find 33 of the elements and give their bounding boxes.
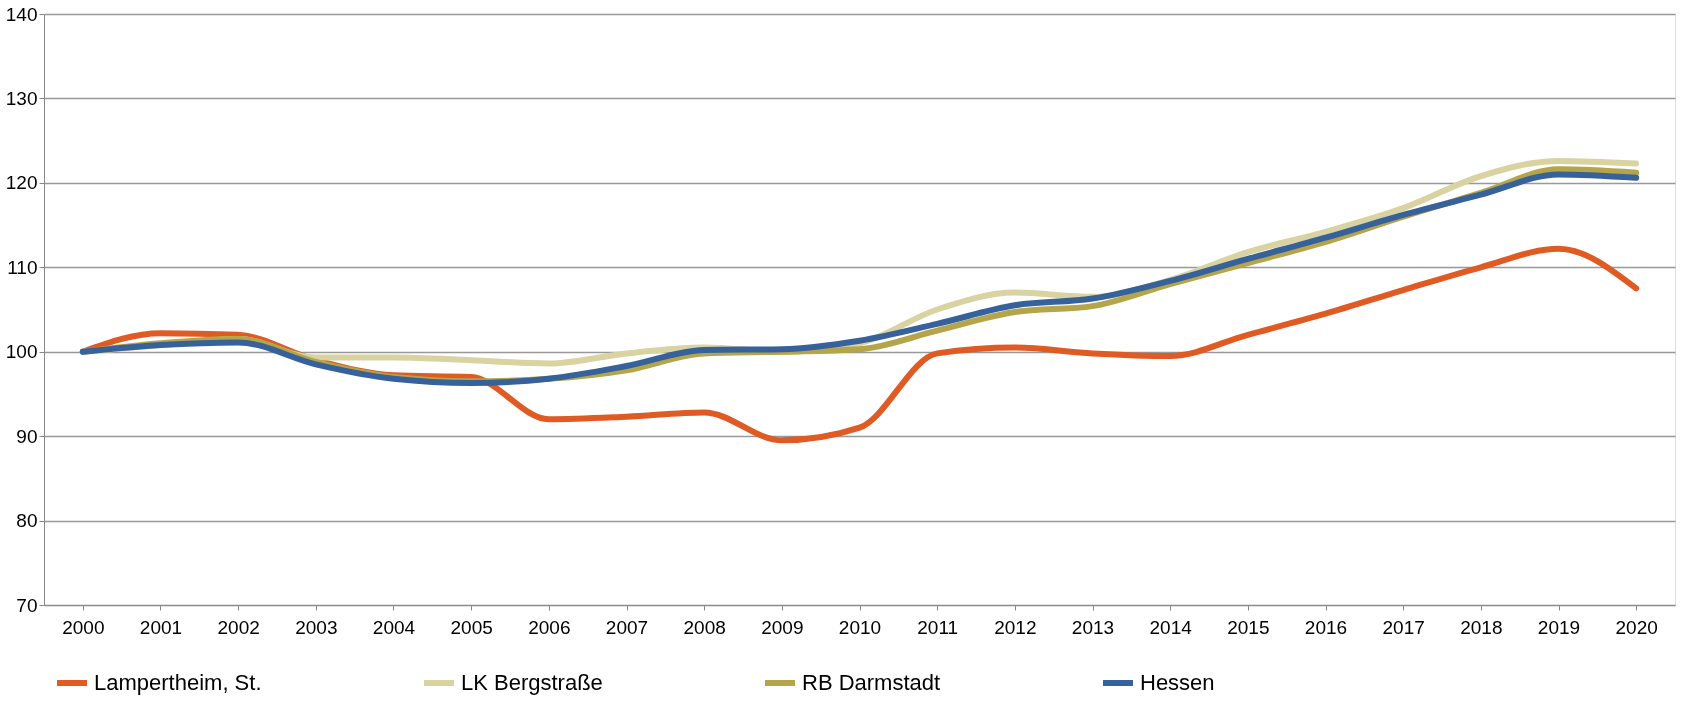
x-tick-label: 2016 <box>1304 616 1348 638</box>
y-tick-label: 100 <box>5 341 38 363</box>
y-tick-label: 110 <box>7 256 38 278</box>
y-tick-label: 140 <box>5 3 38 25</box>
x-tick-label: 2020 <box>1615 616 1658 638</box>
x-tick-label: 2018 <box>1460 616 1503 638</box>
legend-label: Lampertheim, St. <box>94 670 262 695</box>
y-tick-label: 80 <box>16 510 38 532</box>
x-tick-label: 2001 <box>139 616 183 638</box>
x-tick-label: 2003 <box>295 616 338 638</box>
y-tick-label: 120 <box>5 172 38 194</box>
y-tick-label: 70 <box>16 594 38 616</box>
x-tick-label: 2010 <box>838 616 882 638</box>
x-tick-label: 2012 <box>994 616 1037 638</box>
y-tick-label: 90 <box>16 425 38 447</box>
x-tick-label: 2007 <box>605 616 649 638</box>
x-tick-label: 2019 <box>1537 616 1581 638</box>
x-tick-label: 2015 <box>1227 616 1270 638</box>
x-tick-label: 2017 <box>1382 616 1425 638</box>
legend-label: Hessen <box>1140 670 1215 695</box>
x-tick-label: 2000 <box>62 616 105 638</box>
x-tick-label: 2006 <box>528 616 571 638</box>
legend-label: LK Bergstraße <box>461 670 603 695</box>
x-tick-label: 2009 <box>761 616 804 638</box>
x-tick-label: 2008 <box>683 616 726 638</box>
x-tick-label: 2005 <box>450 616 493 638</box>
x-tick-label: 2004 <box>372 616 416 638</box>
legend-label: RB Darmstadt <box>802 670 941 695</box>
x-tick-label: 2013 <box>1071 616 1115 638</box>
x-tick-label: 2011 <box>917 616 959 638</box>
y-tick-label: 130 <box>5 87 38 109</box>
x-tick-label: 2014 <box>1149 616 1193 638</box>
x-tick-label: 2002 <box>217 616 260 638</box>
